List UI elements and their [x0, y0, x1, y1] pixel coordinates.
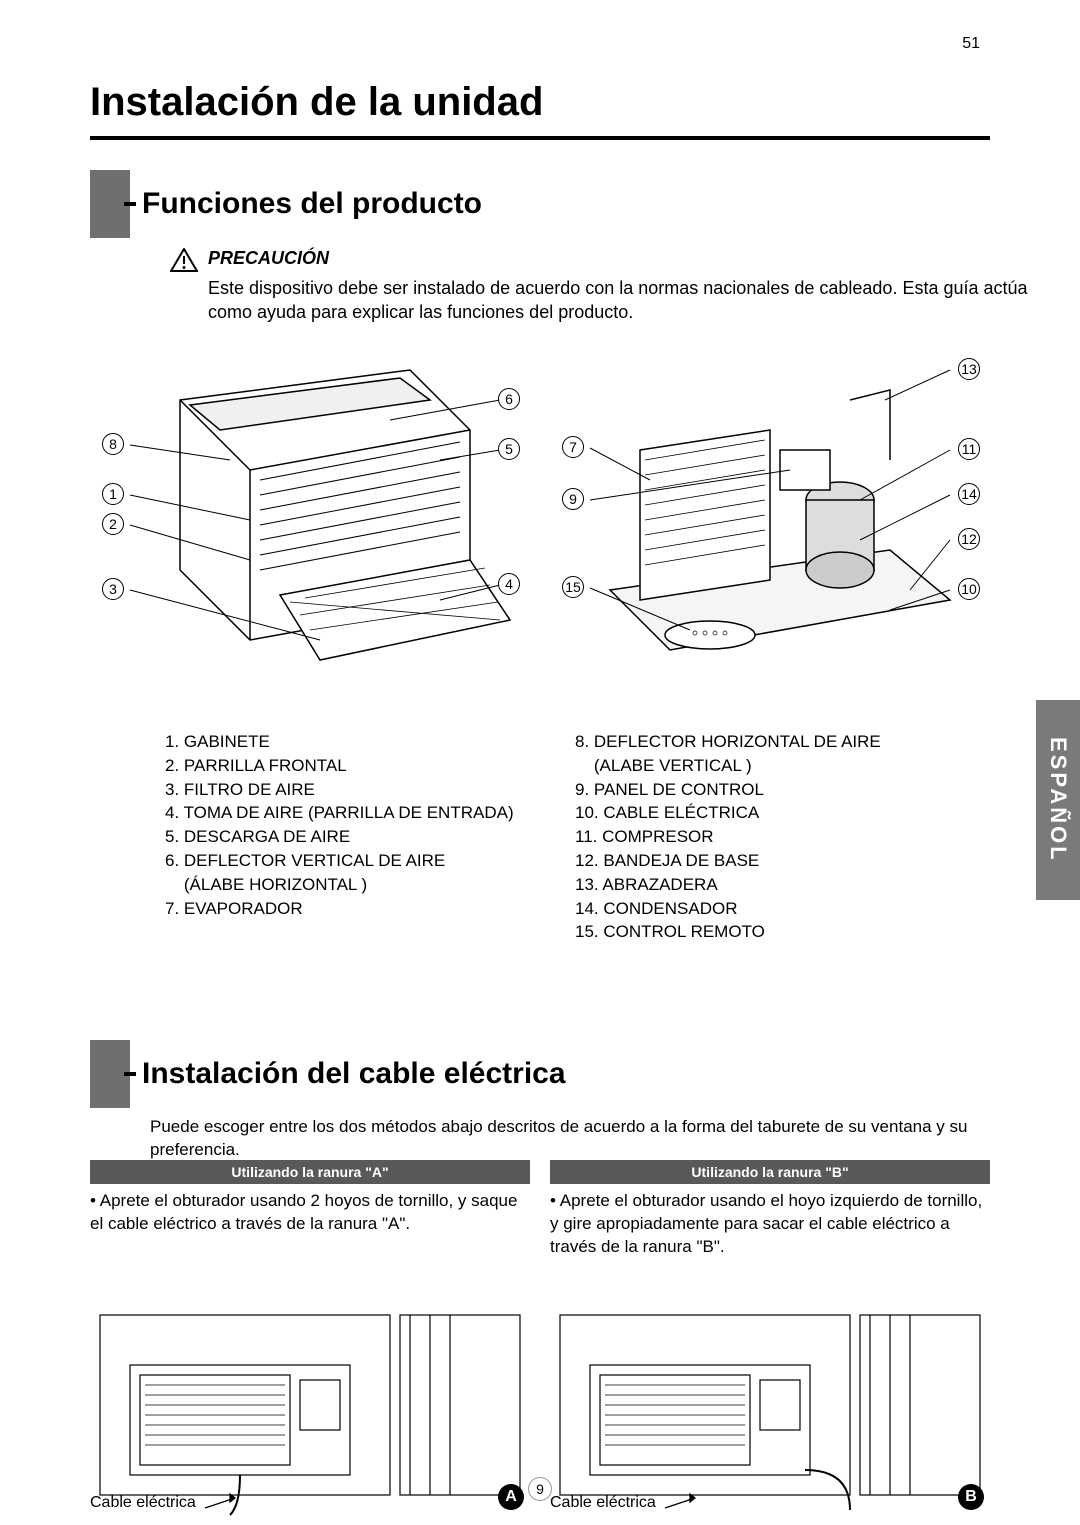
slot-a-text: Aprete el obturador usando 2 hoyos de to… — [90, 1190, 530, 1236]
parts-col-left: 1. GABINETE 2. PARRILLA FRONTAL 3. FILTR… — [165, 730, 575, 944]
callout-6: 6 — [498, 388, 520, 410]
part-item: 2. PARRILLA FRONTAL — [165, 754, 575, 778]
section-cable-install: Instalación del cable eléctrica Puede es… — [90, 1040, 990, 1162]
precaution-label: PRECAUCIÓN — [208, 248, 329, 269]
callout-9: 9 — [562, 488, 584, 510]
callout-11: 11 — [958, 438, 980, 460]
part-item: 6. DEFLECTOR VERTICAL DE AIRE — [165, 849, 575, 873]
part-item: 12. BANDEJA DE BASE — [575, 849, 985, 873]
callout-2: 2 — [102, 513, 124, 535]
precaution-text: Este dispositivo debe ser instalado de a… — [208, 276, 1028, 325]
section-header-2: Instalación del cable eléctrica — [90, 1040, 990, 1108]
section-title-2: Instalación del cable eléctrica — [142, 1057, 566, 1091]
slot-a-header: Utilizando la ranura "A" — [90, 1160, 530, 1184]
slot-letter-b: B — [958, 1484, 984, 1510]
slot-row: Utilizando la ranura "A" Aprete el obtur… — [90, 1160, 990, 1259]
callout-8: 8 — [102, 433, 124, 455]
diagram-right: 7 9 15 13 11 14 12 10 — [550, 340, 990, 700]
callout-10: 10 — [958, 578, 980, 600]
part-item: 4. TOMA DE AIRE (PARRILLA DE ENTRADA) — [165, 801, 575, 825]
section-product-functions: Funciones del producto PRECAUCIÓN Este d… — [90, 170, 990, 325]
part-item: 5. DESCARGA DE AIRE — [165, 825, 575, 849]
part-item: 10. CABLE ELÉCTRICA — [575, 801, 985, 825]
part-item: 14. CONDENSADOR — [575, 897, 985, 921]
part-item: (ÁLABE HORIZONTAL ) — [165, 873, 575, 897]
section-header: Funciones del producto — [90, 170, 990, 238]
callout-1: 1 — [102, 483, 124, 505]
cable-label-a: Cable eléctrica — [90, 1494, 196, 1512]
part-item: 7. EVAPORADOR — [165, 897, 575, 921]
part-item: 9. PANEL DE CONTROL — [575, 778, 985, 802]
section-marker-icon — [90, 1040, 130, 1108]
slot-b-header: Utilizando la ranura "B" — [550, 1160, 990, 1184]
callout-5: 5 — [498, 438, 520, 460]
callout-15: 15 — [562, 576, 584, 598]
main-title: Instalación de la unidad — [90, 80, 543, 125]
callout-13: 13 — [958, 358, 980, 380]
cable-diagram-b: Cable eléctrica B — [550, 1310, 990, 1520]
diagram-row: 8 1 2 3 6 5 4 — [90, 340, 990, 700]
cable-b-illustration — [550, 1310, 990, 1520]
parts-col-right: 8. DEFLECTOR HORIZONTAL DE AIRE (ALABE V… — [575, 730, 985, 944]
page-number-top: 51 — [962, 35, 980, 53]
cable-a-illustration — [90, 1310, 530, 1520]
cable-diagram-a: Cable eléctrica A — [90, 1310, 530, 1520]
unit-internal-illustration — [550, 340, 990, 700]
section-title: Funciones del producto — [142, 187, 482, 221]
parts-list: 1. GABINETE 2. PARRILLA FRONTAL 3. FILTR… — [165, 730, 985, 944]
callout-4: 4 — [498, 573, 520, 595]
precaution-row: PRECAUCIÓN — [170, 248, 990, 272]
language-tab: ESPAÑOL — [1036, 700, 1080, 900]
cable-intro-text: Puede escoger entre los dos métodos abaj… — [150, 1116, 1030, 1162]
part-item: 11. COMPRESOR — [575, 825, 985, 849]
callout-3: 3 — [102, 578, 124, 600]
part-item: (ALABE VERTICAL ) — [575, 754, 985, 778]
slot-letter-a: A — [498, 1484, 524, 1510]
callout-14: 14 — [958, 483, 980, 505]
part-item: 15. CONTROL REMOTO — [575, 920, 985, 944]
page-number-bottom: 9 — [528, 1477, 552, 1501]
slot-b-col: Utilizando la ranura "B" Aprete el obtur… — [550, 1160, 990, 1259]
slot-b-text: Aprete el obturador usando el hoyo izqui… — [550, 1190, 990, 1259]
part-item: 3. FILTRO DE AIRE — [165, 778, 575, 802]
part-item: 8. DEFLECTOR HORIZONTAL DE AIRE — [575, 730, 985, 754]
title-rule — [90, 136, 990, 140]
warning-icon — [170, 248, 198, 272]
part-item: 13. ABRAZADERA — [575, 873, 985, 897]
cable-label-b: Cable eléctrica — [550, 1494, 656, 1512]
callout-7: 7 — [562, 436, 584, 458]
diagram-left: 8 1 2 3 6 5 4 — [90, 340, 530, 700]
part-item: 1. GABINETE — [165, 730, 575, 754]
unit-front-illustration — [90, 340, 530, 700]
section-marker-icon — [90, 170, 130, 238]
slot-a-col: Utilizando la ranura "A" Aprete el obtur… — [90, 1160, 530, 1259]
callout-12: 12 — [958, 528, 980, 550]
